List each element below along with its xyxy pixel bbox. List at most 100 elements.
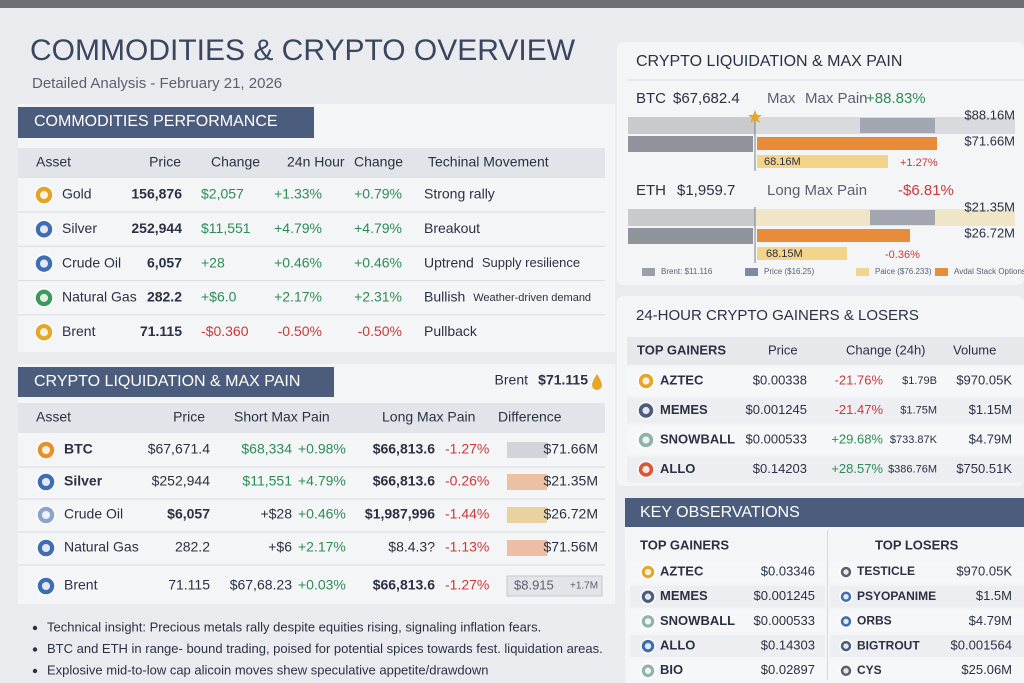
row-bg <box>627 397 1024 424</box>
change: +4.79% <box>354 220 402 236</box>
coin-name: BIO <box>660 662 683 677</box>
difference-box <box>506 575 603 597</box>
coin-price: $0.001564 <box>951 638 1012 653</box>
movement: Breakout <box>424 220 480 236</box>
top-strip <box>0 0 1024 8</box>
coin-change: +28.57% <box>831 461 883 476</box>
panel-title: KEY OBSERVATIONS <box>640 504 800 521</box>
coin-volume: $4.79M <box>969 431 1012 446</box>
coin-market: $1.75M <box>900 404 937 416</box>
asset-icon-inner <box>41 543 51 553</box>
coin-name: CYS <box>857 663 882 677</box>
movement: Pullback <box>424 323 478 339</box>
column-header: Short Max Pain <box>234 409 330 425</box>
asset-icon-inner <box>39 293 49 302</box>
row-bg <box>830 610 1024 633</box>
coin-name: PSYOPANIME <box>857 589 936 603</box>
change: +$6.0 <box>201 289 237 305</box>
price: $252,944 <box>152 473 211 489</box>
chart-label: $21.35M <box>964 199 1015 214</box>
asset-icon-inner <box>843 594 849 600</box>
page-title: COMMODITIES & CRYPTO OVERVIEW <box>30 34 576 67</box>
short-change: +0.98% <box>298 441 346 457</box>
coin-name: ALLO <box>660 461 695 476</box>
long-change: -0.26% <box>445 473 489 489</box>
asset-icon-inner <box>642 406 650 415</box>
coin-volume: $1.15M <box>969 402 1012 417</box>
chart-label: -0.36% <box>885 249 920 261</box>
legend-swatch <box>642 268 655 276</box>
difference: $8.915 <box>514 577 554 592</box>
max-pain-item: BTC <box>636 90 666 107</box>
coin-change: +29.68% <box>831 431 883 446</box>
panel-title: 24-HOUR CRYPTO GAINERS & LOSERS <box>636 307 919 324</box>
panel-title: CRYPTO LIQUIDATION & MAX PAIN <box>34 373 300 390</box>
bullet <box>32 647 38 652</box>
long-max-pain: $66,813.6 <box>373 441 435 457</box>
asset-name: Silver <box>64 473 103 489</box>
chart-band <box>628 136 753 152</box>
sub-header: TOP GAINERS <box>640 537 729 552</box>
column-header: Volume <box>953 342 996 357</box>
bullet <box>32 625 38 631</box>
coin-price: $0.02897 <box>761 662 815 677</box>
side-value: $71.115 <box>538 372 588 388</box>
asset-icon-inner <box>644 593 652 600</box>
asset-icon-inner <box>642 465 650 474</box>
legend-label: Price ($16.25) <box>764 267 815 276</box>
row-bg <box>830 585 1024 608</box>
coin-price: $0.000533 <box>754 613 815 628</box>
asset-icon-inner <box>41 477 51 487</box>
change-24h: +1.33% <box>274 186 322 202</box>
chart-band <box>628 209 755 226</box>
coin-market: $1.79B <box>902 375 937 387</box>
legend-swatch <box>935 268 948 276</box>
coin-market: $386.76M <box>888 463 937 475</box>
asset-name: Crude Oil <box>62 254 121 270</box>
asset-name: BTC <box>64 441 93 457</box>
difference-bar <box>507 474 547 490</box>
chart-label: +1.27% <box>900 157 938 169</box>
panel-header <box>18 107 314 138</box>
coin-price: $1.5M <box>976 588 1012 603</box>
asset-icon-inner <box>644 642 652 650</box>
difference: $26.72M <box>544 506 598 522</box>
price: $67,671.4 <box>148 441 210 457</box>
coin-name: SNOWBALL <box>660 613 735 628</box>
difference: $71.56M <box>544 539 598 555</box>
legend-label: Paice ($76.233) <box>875 267 932 276</box>
row-bg <box>830 635 1024 658</box>
chart-bar <box>860 118 935 133</box>
coin-name: MEMES <box>660 402 708 417</box>
short-change: +2.17% <box>298 539 346 555</box>
column-header: Price <box>768 342 798 357</box>
asset-icon-inner <box>843 618 849 625</box>
chart-label: $26.72M <box>964 225 1015 240</box>
short-change: +4.79% <box>298 473 346 489</box>
difference: $71.66M <box>544 441 598 457</box>
chart-band <box>628 117 755 134</box>
asset-icon-inner <box>843 643 849 649</box>
movement-note: Supply resilience <box>482 255 580 270</box>
chart-band <box>628 228 753 244</box>
asset-icon-inner <box>41 510 51 520</box>
difference-extra: +1.7M <box>570 581 598 592</box>
panel <box>18 104 615 352</box>
panel-title: COMMODITIES PERFORMANCE <box>34 113 278 130</box>
row-bg <box>630 561 825 583</box>
side-label: Brent <box>495 372 529 388</box>
coin-name: AZTEC <box>660 563 704 578</box>
short-change: +0.03% <box>298 577 346 593</box>
asset-name: Crude Oil <box>64 506 123 522</box>
insight: Technical insight: Precious metals rally… <box>47 619 541 634</box>
price: $6,057 <box>167 506 210 522</box>
panel-header <box>625 498 1024 527</box>
max-pain-item: +88.83% <box>866 90 926 107</box>
long-change: -1.27% <box>445 441 489 457</box>
asset-icon-inner <box>644 667 652 674</box>
asset-icon-inner <box>41 581 51 591</box>
row-bg <box>627 368 1024 394</box>
asset-icon-inner <box>39 328 49 337</box>
